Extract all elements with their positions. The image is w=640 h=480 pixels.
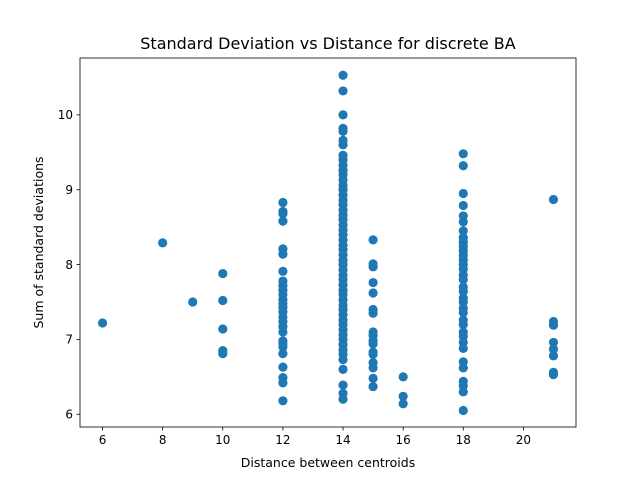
data-point — [368, 288, 378, 298]
data-point — [458, 405, 468, 416]
data-point — [458, 343, 468, 354]
data-point — [218, 349, 228, 359]
y-tick-label: 8 — [65, 258, 73, 272]
data-point — [338, 110, 348, 120]
data-point — [338, 394, 348, 404]
x-tick-label: 16 — [396, 433, 411, 447]
data-point — [368, 308, 378, 318]
data-point — [548, 344, 559, 354]
plot-area — [79, 57, 577, 428]
data-point — [458, 161, 468, 171]
data-point — [458, 217, 468, 227]
data-point — [278, 266, 288, 276]
x-tick-label: 8 — [159, 433, 167, 447]
x-tick-label: 10 — [215, 433, 230, 447]
data-point — [278, 396, 288, 406]
x-tick-label: 12 — [275, 433, 290, 447]
data-point — [338, 355, 348, 365]
data-point — [548, 337, 559, 348]
data-point — [458, 188, 468, 199]
x-axis: 6 8 10 12 14 16 18 20 — [99, 427, 531, 447]
data-point — [338, 126, 348, 136]
data-point — [548, 351, 559, 361]
chart-title: Standard Deviation vs Distance for discr… — [140, 34, 516, 53]
data-point — [458, 319, 468, 330]
data-point — [338, 380, 348, 390]
data-point — [278, 216, 288, 226]
plot-frame — [79, 57, 577, 428]
data-point — [458, 226, 468, 236]
y-tick-label: 10 — [58, 108, 73, 122]
x-tick-label: 14 — [335, 433, 350, 447]
data-point — [458, 387, 468, 397]
data-point — [278, 197, 288, 208]
data-point — [458, 307, 468, 318]
data-point — [548, 370, 559, 380]
data-point — [278, 362, 288, 372]
y-tick-label: 7 — [65, 333, 73, 347]
x-tick-label: 20 — [516, 433, 531, 447]
y-axis: 6 7 8 9 10 — [58, 108, 80, 422]
data-point — [338, 364, 348, 374]
data-point — [278, 249, 288, 259]
data-point — [278, 342, 288, 352]
data-point — [368, 381, 378, 392]
y-axis-label: Sum of standard deviations — [31, 156, 46, 328]
data-point — [458, 149, 468, 159]
data-point — [278, 378, 288, 388]
data-point — [278, 327, 288, 337]
data-point — [218, 295, 228, 306]
data-point — [368, 262, 378, 272]
data-point — [338, 86, 348, 96]
data-point — [218, 324, 228, 334]
data-point — [398, 399, 408, 409]
data-point — [458, 200, 468, 211]
data-point — [338, 140, 348, 150]
x-axis-label: Distance between centroids — [241, 455, 415, 470]
data-point — [548, 320, 559, 330]
data-point — [368, 373, 378, 383]
data-point — [97, 318, 108, 328]
data-point — [368, 349, 378, 359]
data-point — [368, 235, 378, 245]
data-point — [278, 349, 288, 359]
x-tick-label: 18 — [456, 433, 471, 447]
data-point — [398, 372, 408, 382]
data-points — [97, 70, 559, 416]
data-point — [218, 268, 228, 279]
data-point — [368, 277, 378, 288]
data-point — [158, 238, 168, 248]
y-tick-label: 6 — [65, 408, 73, 422]
data-point — [338, 70, 348, 80]
data-point — [548, 194, 559, 205]
data-point — [458, 363, 468, 373]
plot-background — [80, 58, 576, 427]
x-tick-label: 6 — [99, 433, 107, 447]
data-point — [188, 297, 198, 307]
data-point — [398, 391, 408, 401]
data-point — [368, 339, 378, 349]
data-point — [458, 286, 468, 297]
data-point — [278, 209, 288, 219]
data-point — [458, 274, 468, 285]
data-point — [368, 363, 378, 373]
y-tick-label: 9 — [65, 183, 73, 197]
